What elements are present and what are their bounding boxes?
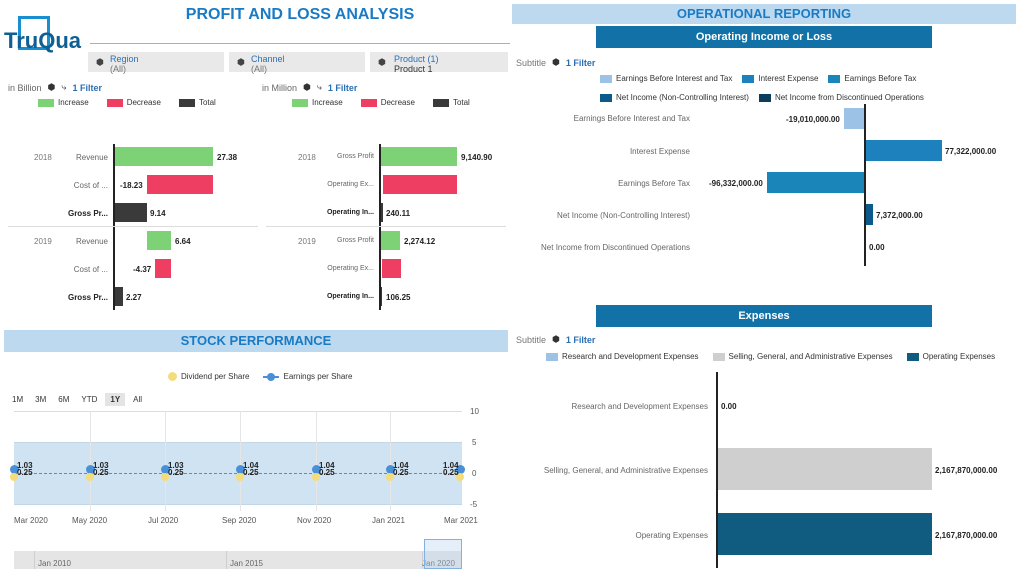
logo-text: TruQua [4, 28, 82, 53]
cube-icon[interactable]: ⬢ [552, 334, 560, 344]
bar-grossprofit-2019[interactable] [381, 231, 400, 250]
channel-filter[interactable]: ⬢ Channel (All) [229, 52, 365, 74]
legend-opex[interactable]: Operating Expenses [906, 352, 995, 361]
cube-icon: ⬢ [237, 57, 245, 67]
eps-point[interactable] [86, 465, 95, 474]
div-point[interactable] [312, 473, 320, 481]
logo: TruQua [4, 14, 88, 58]
div-point[interactable] [236, 473, 244, 481]
legend-total: Total [178, 98, 216, 107]
stock-chart: 10 5 0 -5 1.03 0.25 1.03 0.25 1.03 0.25 … [0, 404, 510, 534]
bar-opincome-2018[interactable] [381, 203, 383, 222]
legend-net-disc[interactable]: Net Income from Discontinued Operations [758, 93, 924, 102]
cube-icon[interactable]: ⬢ [47, 82, 56, 92]
legend-sga[interactable]: Selling, General, and Administrative Exp… [712, 352, 893, 361]
bar-revenue-2019[interactable] [147, 231, 171, 250]
range-ytd[interactable]: YTD [81, 395, 98, 404]
div-point[interactable] [456, 473, 464, 481]
stock-navigator[interactable]: Jan 2010 Jan 2015 Jan 2020 [14, 539, 462, 569]
region-filter[interactable]: ⬢ Region (All) [88, 52, 224, 74]
bar-ebt[interactable] [767, 172, 864, 193]
op-income-title: Operating Income or Loss [596, 26, 932, 48]
bar-opincome-2019[interactable] [381, 287, 382, 306]
legend-dividend[interactable]: Dividend per Share [168, 372, 249, 381]
legend-eps[interactable]: Earnings per Share [263, 372, 352, 381]
legend-ebit[interactable]: Earnings Before Interest and Tax [600, 74, 732, 83]
bar-gross-2019[interactable] [115, 287, 123, 306]
eps-point[interactable] [312, 465, 321, 474]
bar-sga[interactable] [718, 448, 932, 490]
filter-link[interactable]: 1 Filter [327, 82, 358, 93]
bar-revenue-2018[interactable] [115, 147, 213, 166]
pl-billion-chart: 2018 Revenue 27.38 Cost of ... -18.23 Gr… [0, 140, 260, 315]
op-title: OPERATIONAL REPORTING [512, 4, 1016, 24]
eps-point[interactable] [456, 465, 465, 474]
cube-icon: ⬢ [96, 57, 104, 67]
div-point[interactable] [161, 473, 169, 481]
eps-point[interactable] [386, 465, 395, 474]
hierarchy-icon[interactable]: ⤷ [61, 82, 67, 92]
bar-opex-2018[interactable] [383, 175, 457, 194]
filter-link[interactable]: 1 Filter [72, 82, 102, 93]
product-filter[interactable]: ⬢ Product (1) Product 1 [370, 52, 508, 74]
pl-title: PROFIT AND LOSS ANALYSIS [185, 6, 415, 23]
op-income-chart: Earnings Before Interest and Tax -19,010… [512, 100, 1022, 270]
div-point[interactable] [86, 473, 94, 481]
hierarchy-icon[interactable]: ⤷ [316, 82, 322, 92]
range-3m[interactable]: 3M [35, 395, 47, 404]
bar-gross-2018[interactable] [115, 203, 147, 222]
eps-point[interactable] [161, 465, 170, 474]
eps-point[interactable] [236, 465, 245, 474]
legend-decrease: Decrease [360, 98, 415, 107]
legend-increase: Increase [292, 98, 343, 107]
legend-ebt[interactable]: Earnings Before Tax [828, 74, 916, 83]
eps-point[interactable] [10, 465, 19, 474]
range-6m[interactable]: 6M [58, 395, 70, 404]
legend-decrease: Decrease [106, 98, 161, 107]
range-1y[interactable]: 1Y [105, 393, 126, 406]
cube-icon[interactable]: ⬢ [303, 82, 311, 92]
range-1m[interactable]: 1M [12, 395, 24, 404]
pl-million-chart: 2018 Gross Profit 9,140.90 Operating Ex.… [262, 140, 512, 315]
bar-cost-2019[interactable] [155, 259, 171, 278]
bar-grossprofit-2018[interactable] [381, 147, 457, 166]
subtitle: Subtitle [516, 334, 547, 345]
legend-net-nci[interactable]: Net Income (Non-Controlling Interest) [600, 93, 749, 102]
unit-label: in Million [262, 82, 298, 93]
unit-label: in Billion [8, 82, 42, 93]
legend-increase: Increase [38, 98, 89, 107]
bar-ebit[interactable] [844, 108, 864, 129]
cube-icon: ⬢ [378, 57, 386, 67]
legend-interest[interactable]: Interest Expense [742, 74, 818, 83]
legend-total: Total [432, 98, 470, 107]
navigator-window[interactable] [424, 539, 462, 569]
filter-link[interactable]: 1 Filter [565, 334, 596, 345]
legend-rnd[interactable]: Research and Development Expenses [546, 352, 699, 361]
filter-link[interactable]: 1 Filter [565, 57, 596, 68]
bar-interest[interactable] [866, 140, 942, 161]
stock-title: STOCK PERFORMANCE [4, 330, 508, 352]
expenses-title: Expenses [596, 305, 932, 327]
expenses-chart: Research and Development Expenses 0.00 S… [512, 370, 1022, 570]
range-all[interactable]: All [133, 395, 143, 404]
bar-opex[interactable] [718, 513, 932, 555]
subtitle: Subtitle [516, 57, 547, 68]
cube-icon[interactable]: ⬢ [552, 57, 560, 67]
bar-cost-2018[interactable] [147, 175, 213, 194]
div-point[interactable] [386, 473, 394, 481]
bar-net-nci[interactable] [866, 204, 873, 225]
div-point[interactable] [10, 473, 18, 481]
bar-opex-2019[interactable] [382, 259, 401, 278]
